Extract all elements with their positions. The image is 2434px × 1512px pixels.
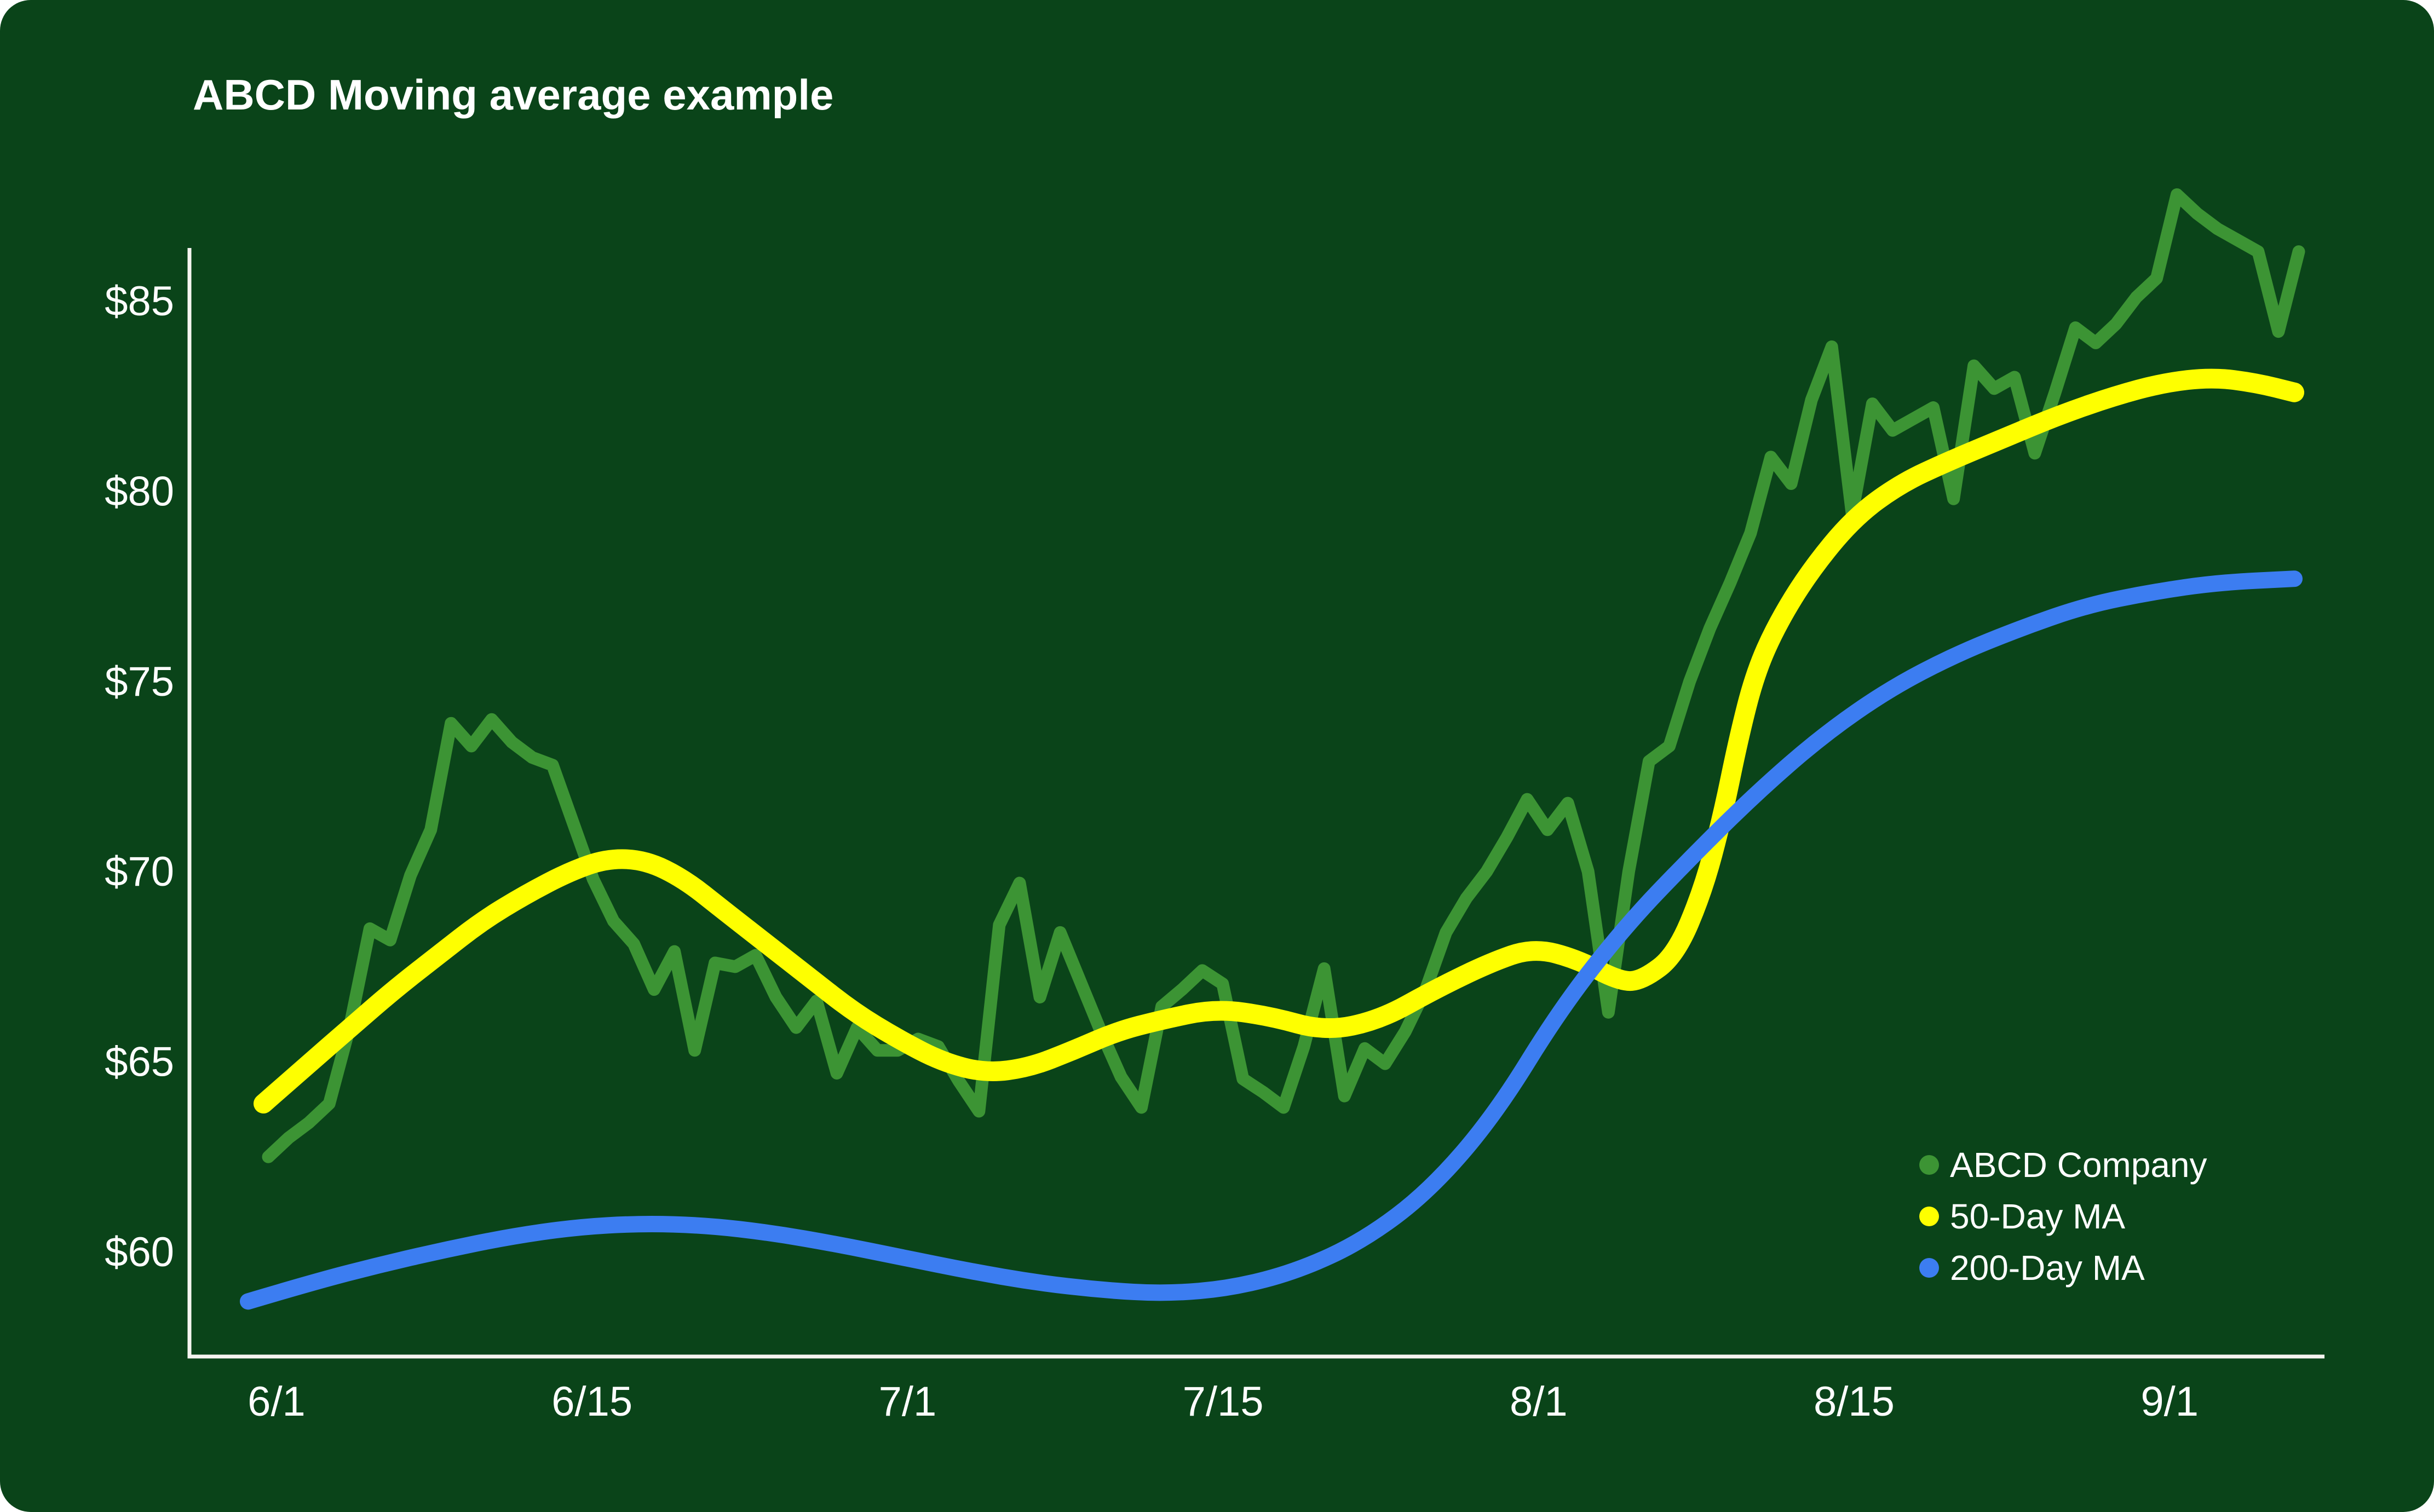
legend-label: 50-Day MA <box>1950 1197 2126 1236</box>
legend-label: ABCD Company <box>1950 1145 2207 1185</box>
ma50-dot-icon <box>1919 1207 1939 1226</box>
legend-item-abcd-company: ABCD Company <box>1919 1145 2207 1185</box>
legend-item-200-day-ma: 200-Day MA <box>1919 1248 2207 1288</box>
ma200-line <box>240 570 2303 1310</box>
svg-text:$60: $60 <box>105 1229 174 1276</box>
chart-title: ABCD Moving average example <box>193 71 834 119</box>
legend-item-50-day-ma: 50-Day MA <box>1919 1197 2207 1236</box>
legend: ABCD Company 50-Day MA 200-Day MA <box>1919 1145 2207 1288</box>
x-axis-labels: 6/1 6/15 7/1 7/15 8/1 8/15 9/1 <box>248 1378 2199 1425</box>
y-axis-labels: $85 $80 $75 $70 $65 $60 <box>105 278 174 1276</box>
svg-text:9/1: 9/1 <box>2140 1378 2199 1425</box>
svg-text:7/1: 7/1 <box>879 1378 937 1425</box>
svg-text:6/15: 6/15 <box>551 1378 632 1425</box>
svg-text:$85: $85 <box>105 278 174 325</box>
svg-text:$75: $75 <box>105 659 174 705</box>
legend-label: 200-Day MA <box>1950 1248 2145 1288</box>
series-lines <box>240 188 2305 1310</box>
axes <box>187 248 2324 1359</box>
svg-text:6/1: 6/1 <box>248 1378 306 1425</box>
svg-text:$65: $65 <box>105 1039 174 1086</box>
svg-text:$80: $80 <box>105 468 174 515</box>
abcd-company-dot-icon <box>1919 1155 1939 1175</box>
svg-text:7/15: 7/15 <box>1183 1378 1264 1425</box>
svg-text:8/15: 8/15 <box>1814 1378 1895 1425</box>
ma200-dot-icon <box>1919 1258 1939 1278</box>
svg-text:8/1: 8/1 <box>1510 1378 1568 1425</box>
ma50-line <box>254 368 2304 1114</box>
svg-text:$70: $70 <box>105 849 174 895</box>
